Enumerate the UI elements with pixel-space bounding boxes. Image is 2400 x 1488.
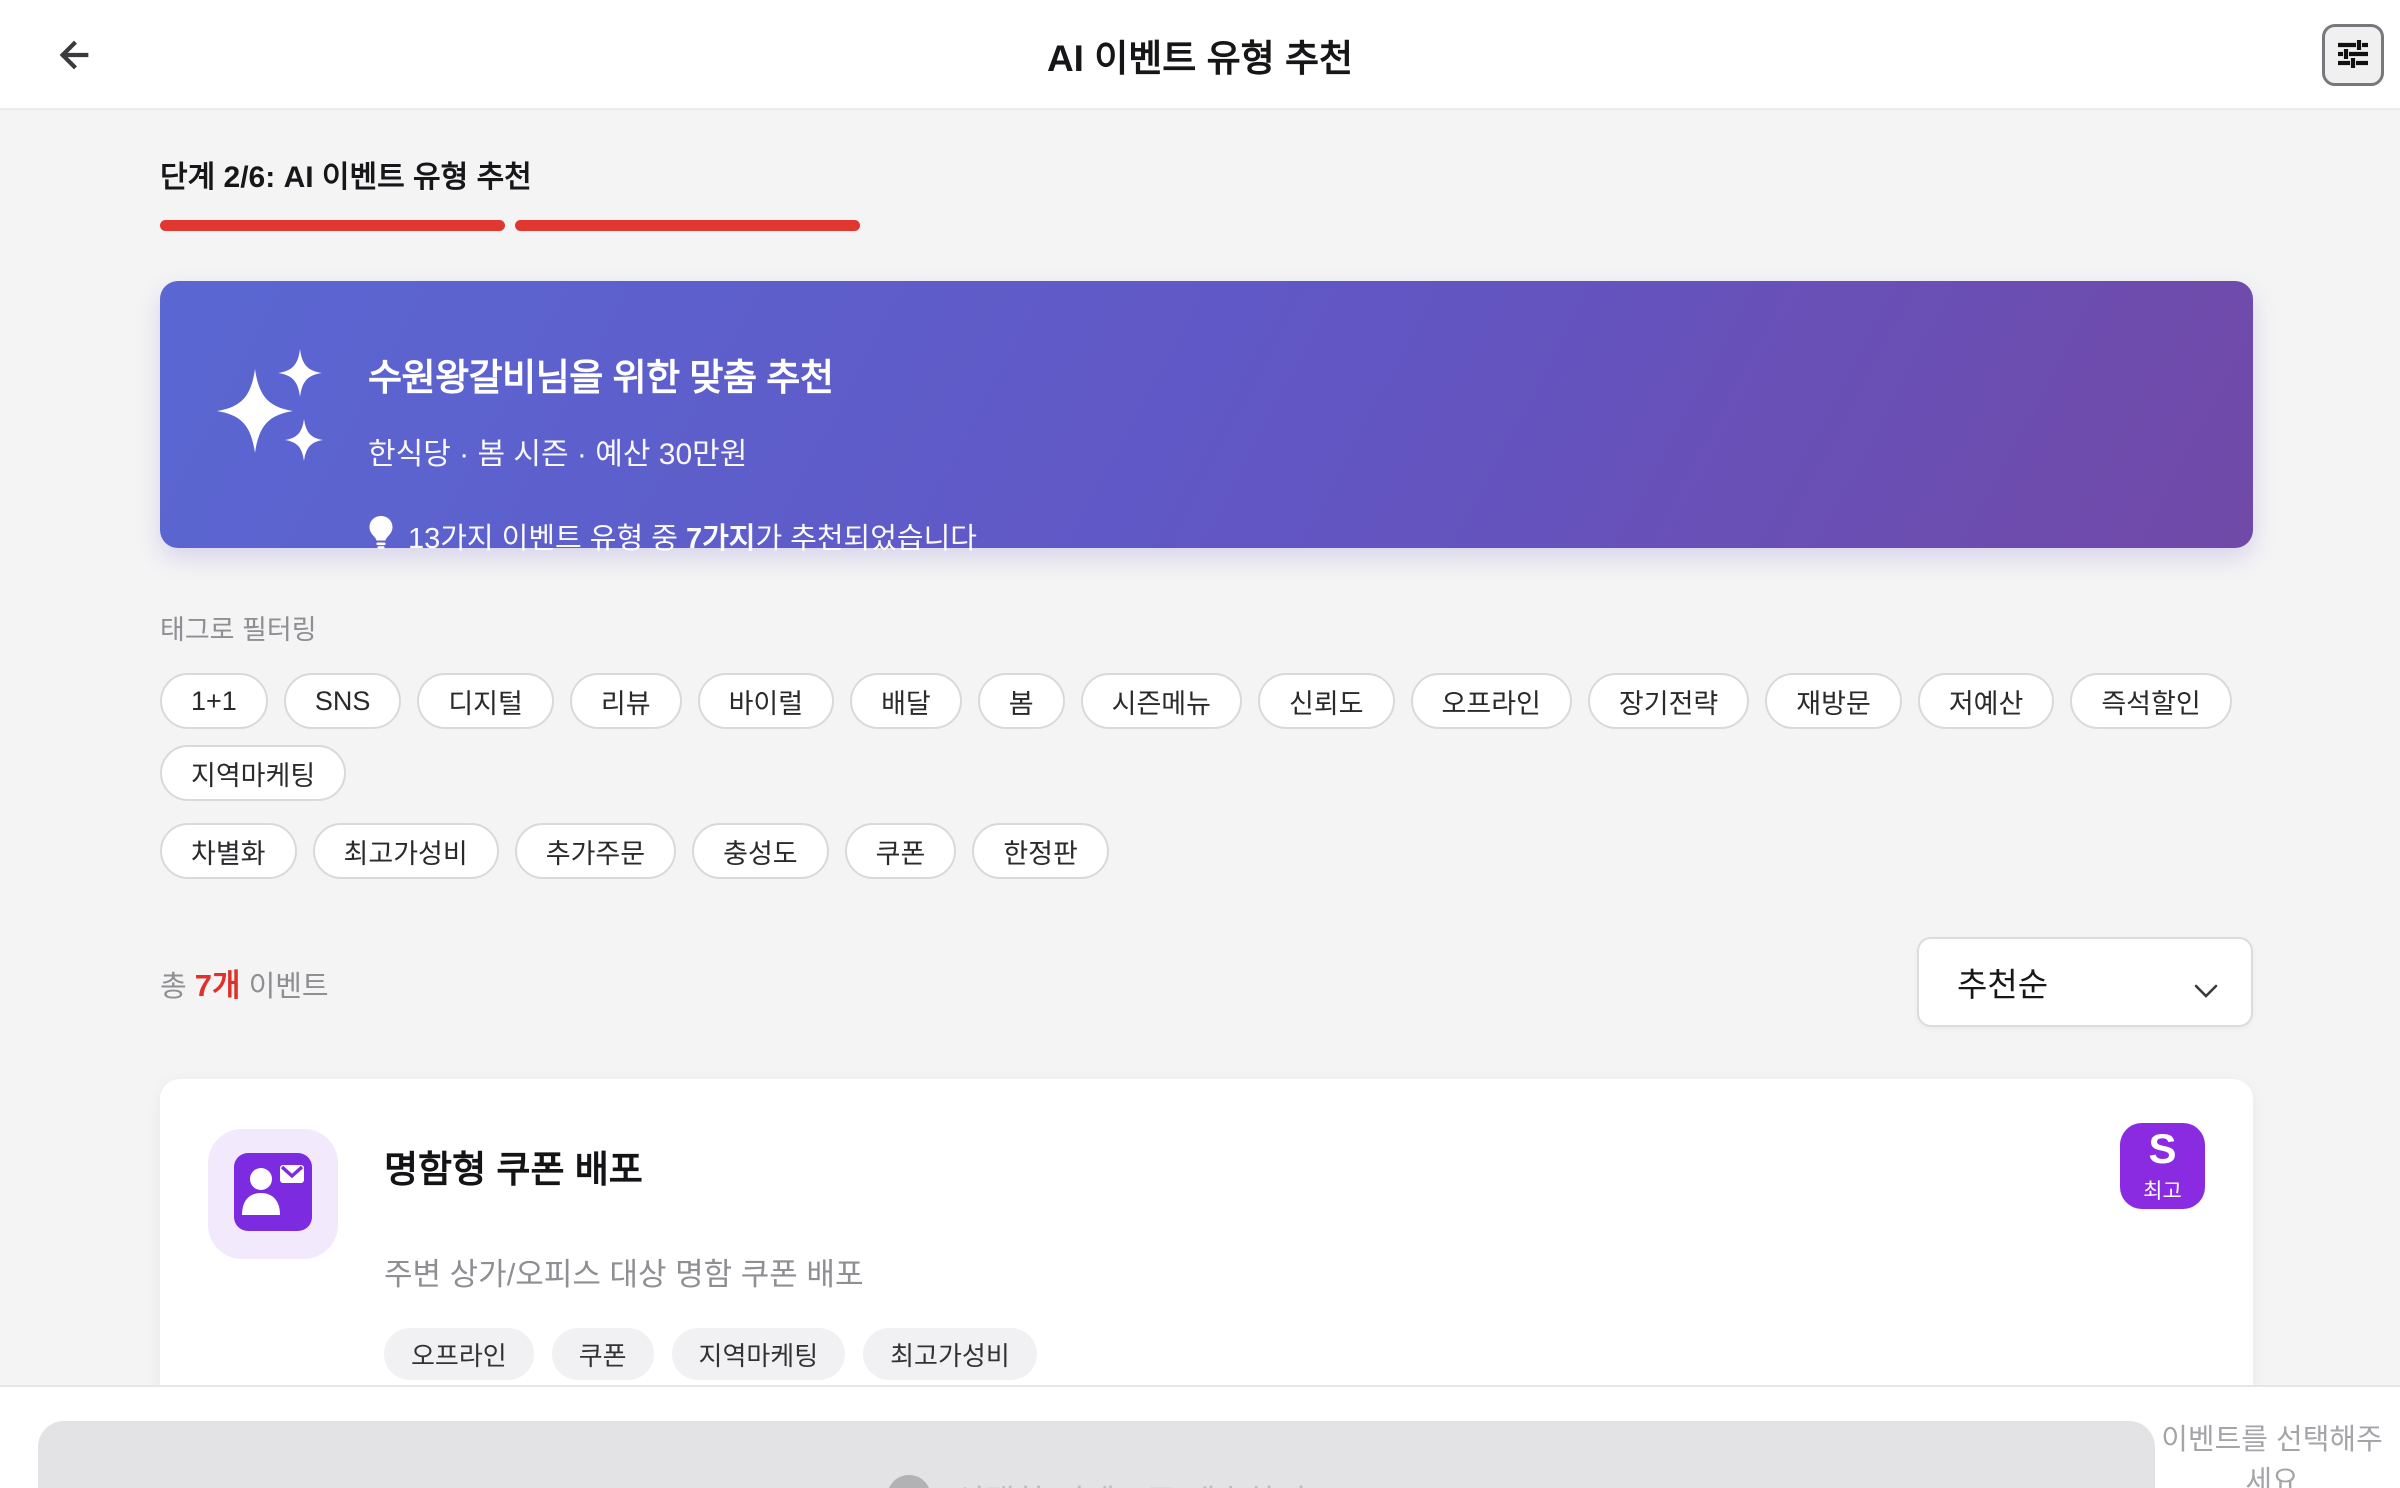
bottom-action-bar: 선택한 이벤트로 계속하기 이벤트를 선택해주세요 — [0, 1385, 2400, 1488]
filter-tag[interactable]: 충성도 — [692, 823, 829, 879]
filter-tag[interactable]: 봄 — [977, 673, 1065, 729]
progress-bar — [160, 220, 2253, 231]
filter-tag[interactable]: 1+1 — [160, 673, 268, 729]
filter-tag[interactable]: 차별화 — [160, 823, 297, 879]
sort-value: 추천순 — [1957, 966, 2049, 1003]
event-description: 주변 상가/오피스 대상 명함 쿠폰 배포 — [384, 1257, 864, 1292]
event-tag: 지역마케팅 — [671, 1328, 846, 1380]
filter-tag[interactable]: 오프라인 — [1410, 673, 1572, 729]
event-tag: 최고가성비 — [863, 1328, 1037, 1380]
sparkles-icon — [208, 341, 338, 514]
recommended-count: 7가지 — [685, 523, 756, 555]
continue-button-inner: 선택한 이벤트로 계속하기 — [886, 1446, 1307, 1488]
lightbulb-icon — [368, 515, 394, 557]
filter-section-label: 태그로 필터링 — [160, 615, 317, 645]
contact-coupon-icon — [234, 1152, 312, 1236]
grade-letter: S — [2148, 1125, 2177, 1173]
filter-tag-row-2: 차별화 최고가성비 추가주문 충성도 쿠폰 한정판 — [160, 823, 2253, 879]
filter-tag[interactable]: 바이럴 — [697, 673, 835, 729]
back-button[interactable] — [44, 26, 104, 86]
filter-tag[interactable]: 최고가성비 — [312, 823, 499, 879]
progress-segment — [160, 220, 505, 231]
event-card-main: 명함형 쿠폰 배포 주변 상가/오피스 대상 명함 쿠폰 배포 오프라인 쿠폰 지역… — [384, 1129, 2205, 1380]
filter-tag[interactable]: SNS — [283, 673, 402, 729]
filter-tag[interactable]: 즉석할인 — [2070, 673, 2232, 729]
sort-dropdown[interactable]: 추천순 — [1917, 937, 2253, 1027]
arrow-left-icon — [53, 34, 95, 79]
tune-sliders-icon — [2335, 36, 2371, 75]
banner-subtitle: 한식당 · 봄 시즌 · 예산 30만원 — [368, 438, 748, 471]
filter-tag[interactable]: 한정판 — [972, 823, 1109, 879]
chevron-down-icon — [2191, 972, 2221, 1010]
event-count: 7개 — [194, 967, 241, 1003]
filter-tag[interactable]: 지역마케팅 — [160, 745, 347, 801]
event-card-head: 명함형 쿠폰 배포 주변 상가/오피스 대상 명함 쿠폰 배포 오프라인 쿠폰 지역… — [208, 1129, 2205, 1380]
filter-tag[interactable]: 신뢰도 — [1258, 673, 1395, 729]
filter-tag[interactable]: 추가주문 — [514, 823, 677, 879]
event-tag: 오프라인 — [384, 1328, 534, 1380]
grade-label: 최고 — [2143, 1179, 2182, 1203]
filter-tag[interactable]: 시즌메뉴 — [1080, 673, 1242, 729]
banner-title: 수원왕갈비님을 위한 맞춤 추천 — [368, 357, 834, 398]
banner-info-text: 13가지 이벤트 유형 중 7가지가 추천되었습니다 — [408, 523, 977, 555]
filter-tag[interactable]: 배달 — [850, 673, 962, 729]
filter-tag[interactable]: 디지털 — [417, 673, 554, 729]
check-circle-icon — [886, 1474, 932, 1488]
page-title: AI 이벤트 유형 추천 — [1046, 38, 1354, 79]
event-icon-tile — [208, 1129, 338, 1259]
selection-hint-text: 이벤트를 선택해주세요 — [2161, 1424, 2383, 1488]
event-tag: 쿠폰 — [551, 1328, 654, 1380]
filter-settings-button[interactable] — [2322, 24, 2384, 86]
filter-tag[interactable]: 장기전략 — [1587, 673, 1750, 729]
filter-tag[interactable]: 쿠폰 — [844, 823, 957, 879]
grade-badge: S 최고 — [2120, 1123, 2205, 1209]
progress-segment — [515, 220, 860, 231]
summary-row: 총 7개 이벤트 추천순 — [160, 937, 2253, 1027]
filter-tag-row-1: 1+1 SNS 디지털 리뷰 바이럴 배달 봄 시즌메뉴 신뢰도 오프라인 장기전략 재방문 저예산 즉석… — [160, 673, 2253, 801]
continue-button[interactable]: 선택한 이벤트로 계속하기 — [38, 1421, 2155, 1488]
event-tag-row: 오프라인 쿠폰 지역마케팅 최고가성비 — [384, 1328, 2205, 1380]
continue-button-label: 선택한 이벤트로 계속하기 — [954, 1475, 1306, 1488]
step-label: 단계 2/6: AI 이벤트 유형 추천 — [160, 161, 532, 194]
filter-tag[interactable]: 저예산 — [1917, 673, 2055, 729]
filter-tag[interactable]: 재방문 — [1765, 673, 1902, 729]
main-content: 단계 2/6: AI 이벤트 유형 추천 수원왕갈비님을 위한 맞춤 추천 한식… — [0, 152, 2400, 1488]
filter-tag[interactable]: 리뷰 — [569, 673, 682, 729]
banner-text: 수원왕갈비님을 위한 맞춤 추천 한식당 · 봄 시즌 · 예산 30만원 13… — [368, 315, 977, 555]
event-title: 명함형 쿠폰 배포 — [384, 1149, 643, 1190]
app-header: AI 이벤트 유형 추천 — [0, 0, 2400, 110]
banner-info: 13가지 이벤트 유형 중 7가지가 추천되었습니다 — [368, 515, 977, 557]
ai-recommendation-banner: 수원왕갈비님을 위한 맞춤 추천 한식당 · 봄 시즌 · 예산 30만원 13… — [160, 281, 2253, 555]
event-count-text: 총 7개 이벤트 — [160, 967, 329, 1003]
